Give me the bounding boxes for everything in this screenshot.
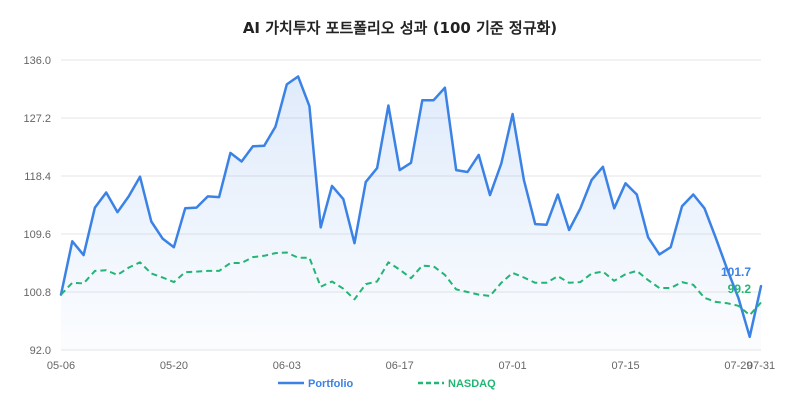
y-tick-label: 118.4	[24, 171, 51, 183]
x-tick-label: 07-01	[499, 360, 527, 372]
portfolio-area	[61, 76, 761, 350]
x-tick-label: 06-03	[273, 360, 301, 372]
x-tick-label: 05-06	[47, 360, 75, 372]
x-tick-label: 05-20	[160, 360, 188, 372]
y-tick-label: 100.8	[23, 287, 51, 299]
x-tick-label: 06-17	[386, 360, 414, 372]
x-tick-label: 07-31	[747, 360, 775, 372]
end-labels: 101.7 99.2	[721, 265, 751, 296]
x-tick-label: 07-15	[611, 360, 639, 372]
area-layer	[61, 76, 761, 350]
legend-item-nasdaq[interactable]: NASDAQ	[418, 378, 496, 390]
x-tick-label: 07-29	[724, 360, 752, 372]
series-line-portfolio	[59, 75, 763, 339]
legend-label: Portfolio	[308, 378, 353, 390]
legend-item-portfolio[interactable]: Portfolio	[278, 378, 353, 390]
y-tick-label: 109.6	[23, 229, 51, 241]
y-axis: 92.0 100.8 109.6 118.4 127.2 136.0	[23, 55, 51, 357]
chart-title: AI 가치투자 포트폴리오 성과 (100 기준 정규화)	[243, 19, 557, 37]
y-tick-label: 92.0	[30, 345, 51, 357]
legend-label: NASDAQ	[448, 378, 496, 390]
series-line-nasdaq	[60, 251, 762, 317]
y-tick-label: 127.2	[23, 113, 51, 125]
end-label-nasdaq: 99.2	[728, 282, 752, 296]
series-layer	[59, 75, 763, 339]
end-label-portfolio: 101.7	[721, 265, 751, 279]
legend: Portfolio NASDAQ	[278, 378, 496, 390]
y-tick-label: 136.0	[23, 55, 51, 67]
